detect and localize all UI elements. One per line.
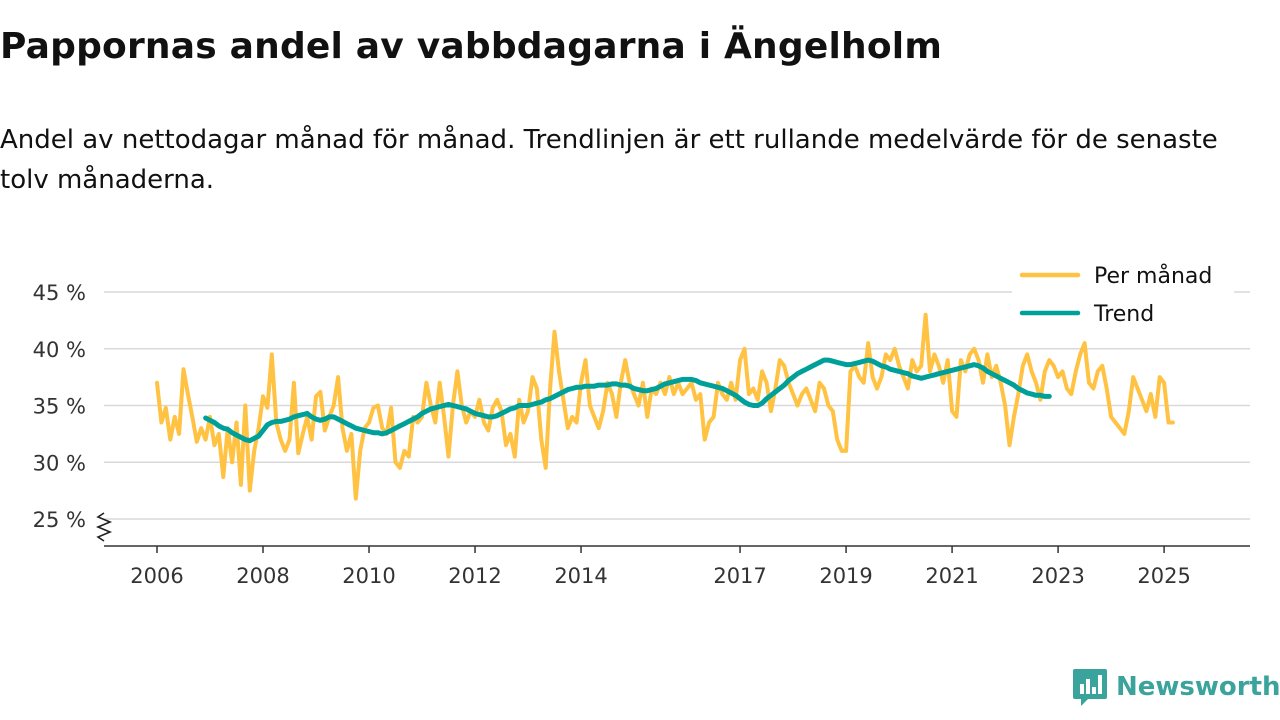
y-tick-label: 45 %: [33, 281, 86, 305]
legend-label-trend: Trend: [1093, 302, 1154, 327]
x-tick-label: 2006: [130, 564, 183, 588]
x-tick-label: 2014: [554, 564, 607, 588]
brand-logo: Newsworthy: [1072, 666, 1280, 708]
x-axis: [95, 512, 1250, 547]
legend-label-per-manad: Per månad: [1094, 263, 1212, 289]
x-tick-label: 2017: [713, 564, 766, 588]
y-axis-ticks: 25 % 30 % 35 % 40 % 45 %: [33, 281, 86, 532]
x-axis-ticks: 2006 2008 2010 2012 2014 2017 2019 2021 2023 2025: [130, 546, 1191, 588]
y-tick-label: 35 %: [33, 395, 86, 419]
series-line-per-manad: [155, 312, 1175, 501]
x-tick-label: 2012: [448, 564, 501, 588]
chart-title: Pappornas andel av vabbdagarna i Ängelho…: [0, 26, 943, 67]
legend: Per månad Trend: [1012, 262, 1234, 340]
y-tick-label: 40 %: [33, 338, 86, 362]
chart-subtitle: Andel av nettodagar månad för månad. Tre…: [0, 125, 1218, 195]
newsworthy-logo-icon: [1073, 669, 1107, 706]
y-axis-break-icon: [95, 512, 113, 542]
brand-name: Newsworthy: [1116, 672, 1280, 702]
x-tick-label: 2010: [342, 564, 395, 588]
y-tick-label: 25 %: [33, 508, 86, 532]
y-tick-label: 30 %: [33, 451, 86, 475]
x-tick-label: 2023: [1031, 564, 1084, 588]
x-tick-label: 2021: [925, 564, 978, 588]
x-tick-label: 2008: [236, 564, 289, 588]
x-tick-label: 2019: [819, 564, 872, 588]
x-tick-label: 2025: [1137, 564, 1190, 588]
series: [155, 312, 1175, 501]
series-line-trend: [203, 357, 1052, 444]
